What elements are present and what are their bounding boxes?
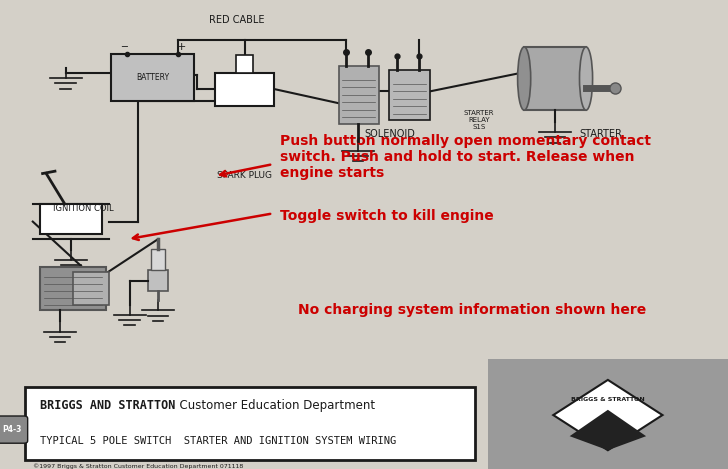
Polygon shape xyxy=(553,380,662,450)
Text: SPARK PLUG: SPARK PLUG xyxy=(217,171,272,181)
Bar xyxy=(111,54,194,101)
Text: BATTERY: BATTERY xyxy=(136,73,169,82)
Text: Toggle switch to kill engine: Toggle switch to kill engine xyxy=(280,209,494,223)
Text: No charging system information shown here: No charging system information shown her… xyxy=(298,303,646,317)
Polygon shape xyxy=(569,410,646,450)
Bar xyxy=(389,70,430,120)
Bar xyxy=(488,359,728,469)
Text: P4-3: P4-3 xyxy=(2,425,22,434)
Bar xyxy=(236,55,253,73)
Text: RED CABLE: RED CABLE xyxy=(209,15,264,25)
Ellipse shape xyxy=(579,47,593,110)
Text: BRIGGS & STRATTON: BRIGGS & STRATTON xyxy=(571,397,645,402)
Bar xyxy=(73,272,109,305)
Bar xyxy=(40,267,106,310)
Text: STARTER
RELAY
S1S: STARTER RELAY S1S xyxy=(464,110,494,129)
Text: ─: ─ xyxy=(121,42,127,52)
Bar xyxy=(524,47,586,110)
Bar xyxy=(151,249,165,270)
Text: ©1997 Briggs & Stratton Customer Education Department 071118: ©1997 Briggs & Stratton Customer Educati… xyxy=(33,464,243,469)
Bar xyxy=(40,204,102,234)
Text: TYPICAL 5 POLE SWITCH  STARTER AND IGNITION SYSTEM WIRING: TYPICAL 5 POLE SWITCH STARTER AND IGNITI… xyxy=(40,436,396,446)
Bar xyxy=(339,66,379,124)
Text: +: + xyxy=(177,42,186,52)
Text: IGNITION COIL: IGNITION COIL xyxy=(53,204,114,213)
Text: STARTER: STARTER xyxy=(579,129,622,139)
Ellipse shape xyxy=(518,47,531,110)
Text: Push button normally open momentary contact
switch. Push and hold to start. Rele: Push button normally open momentary cont… xyxy=(280,134,652,180)
Bar xyxy=(215,73,274,106)
Text: Customer Education Department: Customer Education Department xyxy=(172,399,375,412)
Text: SOLENOID: SOLENOID xyxy=(364,129,415,139)
FancyBboxPatch shape xyxy=(0,416,28,443)
Bar xyxy=(25,387,475,460)
Bar xyxy=(148,270,168,291)
Text: BRIGGS AND STRATTON: BRIGGS AND STRATTON xyxy=(40,399,175,412)
